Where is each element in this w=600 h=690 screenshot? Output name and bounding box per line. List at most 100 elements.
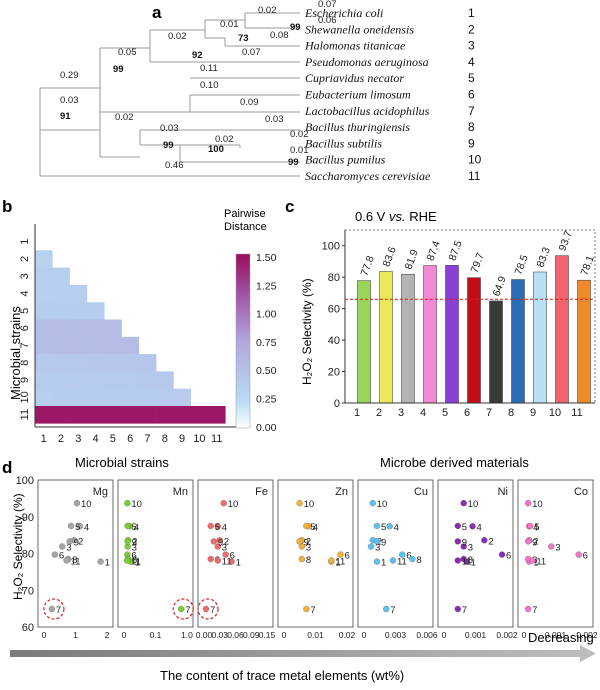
- bootstrap-value: 91: [60, 111, 71, 122]
- bar-x-tick: 7: [486, 407, 492, 419]
- bar-value-label: 87.4: [425, 239, 443, 262]
- heatmap-cell: [69, 371, 88, 389]
- scatter-point-label: 7: [56, 605, 61, 616]
- scatter-point: [63, 557, 70, 564]
- scatter-point-label: 11: [397, 556, 407, 567]
- scatter-point-label: 8: [72, 555, 77, 566]
- bootstrap-value: 73: [238, 33, 249, 44]
- bar: [401, 273, 415, 404]
- scatter-point: [524, 538, 532, 545]
- scatter-point-label: 2: [132, 536, 137, 547]
- heatmap-cell: [69, 354, 88, 372]
- heatmap-cell: [35, 250, 53, 268]
- element-label: Fe: [255, 486, 268, 498]
- heatmap-cell: [138, 354, 157, 372]
- scatter-point: [386, 523, 393, 530]
- scatter-x-tick: 0.01: [307, 630, 324, 640]
- taxon-index: 1: [468, 6, 475, 20]
- bar-x-tick: 5: [442, 407, 448, 419]
- colorbar-tick: 0.25: [256, 394, 277, 406]
- scatter-point-label: 7: [390, 605, 395, 616]
- scatter-point: [207, 522, 214, 530]
- heatmap-cell: [138, 371, 157, 389]
- heatmap-y-tick: 10: [19, 391, 31, 403]
- bar-x-tick: 9: [530, 407, 536, 419]
- branch-length: 0.02: [258, 5, 277, 16]
- panel-label-a: a: [152, 3, 162, 22]
- heatmap-cell: [69, 319, 88, 338]
- bar-x-axis-label: Microbe derived materials: [380, 455, 529, 470]
- colorbar-tick: 0.50: [256, 365, 277, 377]
- scatter-point-label: 4: [222, 522, 227, 533]
- scatter-point: [369, 500, 376, 507]
- scatter-point: [97, 558, 104, 565]
- bar-value-label: 83.6: [381, 245, 399, 268]
- taxon-name: Bacillus pumilus: [305, 153, 386, 167]
- taxon-name: Bacillus subtilis: [305, 136, 382, 150]
- bar-x-tick: 8: [508, 407, 514, 419]
- bar-x-tick: 3: [398, 407, 404, 419]
- colorbar-tick: 1.50: [256, 252, 277, 264]
- heatmap-cell: [52, 406, 70, 424]
- heatmap-cell: [104, 354, 122, 372]
- element-label: Zn: [335, 486, 348, 498]
- scatter-point: [214, 557, 221, 564]
- colorbar-tick: 0.00: [256, 422, 277, 434]
- scatter-point: [481, 537, 488, 544]
- heatmap-y-axis-label: Microbial strains: [8, 306, 23, 400]
- decreasing-arrow: [10, 645, 596, 662]
- scatter-point-label: 5: [534, 522, 539, 533]
- scatter-point: [524, 500, 532, 507]
- bar-x-tick: 1: [354, 407, 360, 419]
- heatmap-cell: [86, 354, 105, 372]
- scatter-x-tick: 0.002: [496, 630, 518, 640]
- scatter-point-label: 10: [532, 499, 543, 510]
- bootstrap-value: 99: [288, 157, 299, 168]
- scatter-point-label: 5: [381, 522, 386, 533]
- highlight-circle: [197, 598, 219, 620]
- scatter-point-label: 5: [462, 522, 467, 533]
- bootstrap-value: 100: [208, 144, 224, 155]
- branch-length: 0.01: [290, 145, 309, 156]
- scatter-point: [454, 522, 461, 530]
- scatter-point: [124, 500, 131, 507]
- scatter-point: [220, 500, 227, 507]
- heatmap-cell: [104, 319, 122, 338]
- heatmap-y-tick: 5: [19, 308, 31, 314]
- scatter-y-tick: 70: [22, 585, 34, 597]
- taxon-index: 4: [468, 55, 475, 69]
- scatter-point-label: 11: [536, 556, 546, 567]
- scatter-point: [51, 551, 58, 558]
- scatter-point: [454, 557, 461, 564]
- scatter-point-label: 8: [306, 555, 311, 566]
- scatter-point-label: 4: [394, 522, 399, 533]
- taxon-name: Halomonas titanicae: [304, 39, 406, 53]
- colorbar-tick: 0.75: [256, 337, 277, 349]
- colorbar-tick: 1.25: [256, 280, 277, 292]
- bar-y-tick: 40: [328, 335, 340, 347]
- scatter-x-tick: 0.1: [150, 630, 162, 640]
- branch-length: 0.02: [115, 112, 134, 123]
- scatter-x-tick: 0.003: [385, 630, 407, 640]
- branch-length: 0.03: [265, 114, 284, 125]
- scatter-point-label: 3: [555, 543, 560, 554]
- scatter-point-label: 7: [462, 605, 467, 616]
- scatter-point: [498, 551, 506, 558]
- bar-value-label: 64.9: [491, 274, 509, 297]
- scatter-panel-cu: [357, 479, 434, 628]
- scatter-point-label: 6: [406, 551, 411, 562]
- bar-value-label: 77.8: [359, 254, 377, 277]
- heatmap-cell: [156, 388, 174, 407]
- scatter-y-tick: 100: [16, 475, 34, 487]
- scatter-point: [207, 555, 214, 563]
- scatter-point: [296, 500, 303, 507]
- scatter-point: [454, 605, 461, 613]
- heatmap-cell: [69, 336, 88, 355]
- panel-label-b: b: [2, 197, 12, 216]
- highlight-circle: [172, 598, 194, 620]
- bootstrap-value: 99: [163, 140, 174, 151]
- scatter-y-tick: 90: [22, 512, 34, 524]
- heatmap-x-tick: 11: [211, 433, 222, 445]
- element-label: Ni: [498, 486, 508, 498]
- scatter-point-label: 7: [310, 605, 315, 616]
